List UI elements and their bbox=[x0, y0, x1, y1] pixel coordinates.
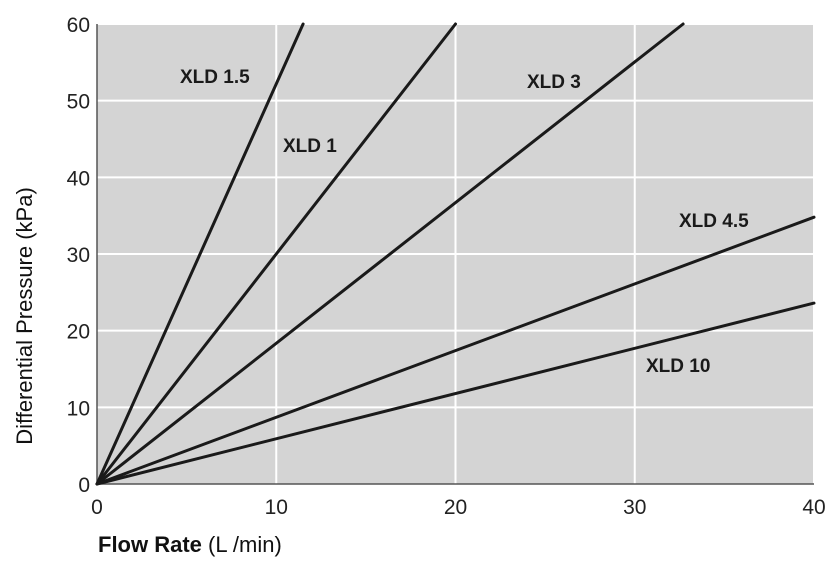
y-axis-label: Differential Pressure (kPa) bbox=[12, 187, 37, 445]
y-tick-label-20: 20 bbox=[67, 321, 90, 344]
x-tick-label-30: 30 bbox=[623, 496, 646, 519]
x-axis-label-unit: (L /min) bbox=[202, 532, 282, 557]
y-tick-label-50: 50 bbox=[67, 91, 90, 114]
series-label-xld-1: XLD 1 bbox=[283, 136, 337, 157]
tick-labels: 0 10 20 30 40 0 10 20 30 40 50 60 bbox=[67, 14, 826, 519]
series-line-xld-1-5 bbox=[95, 22, 305, 486]
y-tick-label-0: 0 bbox=[78, 474, 90, 497]
series-label-xld-4-5: XLD 4.5 bbox=[679, 211, 749, 232]
series-labels: XLD 1.5 XLD 1 XLD 3 XLD 4.5 XLD 10 bbox=[180, 67, 749, 377]
x-axis-label-main: Flow Rate bbox=[98, 532, 202, 557]
series-line-xld-10 bbox=[95, 301, 816, 486]
x-tick-label-10: 10 bbox=[265, 496, 288, 519]
x-axis-label: Flow Rate (L /min) bbox=[98, 532, 282, 557]
series-label-xld-3: XLD 3 bbox=[527, 72, 581, 93]
axes bbox=[96, 24, 814, 485]
series-line-xld-3 bbox=[95, 22, 685, 486]
series-lines bbox=[95, 22, 816, 486]
y-tick-label-10: 10 bbox=[67, 397, 90, 420]
y-tick-label-60: 60 bbox=[67, 14, 90, 37]
series-line-xld-4-5 bbox=[95, 215, 816, 486]
series-label-xld-1-5: XLD 1.5 bbox=[180, 67, 250, 88]
series-label-xld-10: XLD 10 bbox=[646, 356, 710, 377]
series-line-xld-1 bbox=[95, 22, 457, 486]
x-tick-label-0: 0 bbox=[91, 496, 103, 519]
x-tick-label-40: 40 bbox=[802, 496, 825, 519]
y-tick-label-40: 40 bbox=[67, 167, 90, 190]
x-tick-label-20: 20 bbox=[444, 496, 467, 519]
y-tick-label-30: 30 bbox=[67, 244, 90, 267]
